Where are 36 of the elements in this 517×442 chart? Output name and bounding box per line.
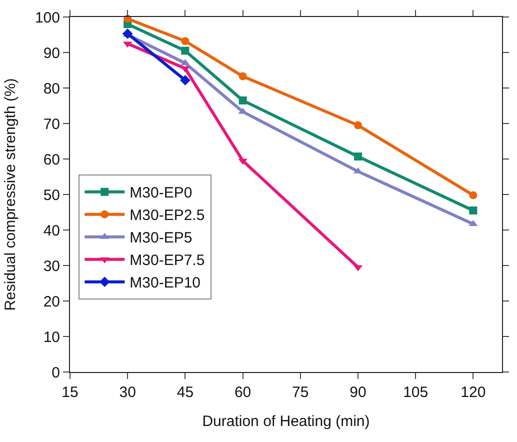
- y-tick-label: 20: [43, 293, 60, 310]
- x-tick-label: 75: [292, 384, 309, 401]
- x-tick-label: 30: [119, 384, 136, 401]
- y-axis-title: Residual compressive strength (%): [2, 78, 20, 311]
- y-tick-label: 30: [43, 258, 60, 275]
- y-tick-label: 80: [43, 80, 60, 98]
- point: [469, 206, 478, 214]
- y-tick-label: 60: [43, 151, 60, 168]
- y-tick-label: 10: [43, 328, 60, 346]
- legend-label: M30-EP7.5: [130, 252, 205, 270]
- y-tick-label: 0: [52, 364, 60, 382]
- y-tick-label: 100: [34, 9, 60, 26]
- x-tick-label: 15: [62, 384, 78, 401]
- point: [238, 96, 247, 104]
- point: [181, 46, 190, 55]
- legend-label: M30-EP5: [130, 230, 192, 247]
- point: [180, 74, 190, 86]
- legend-label: M30-EP10: [130, 274, 201, 292]
- y-tick-label: 50: [43, 186, 60, 204]
- point: [238, 72, 247, 80]
- y-tick-label: 90: [43, 44, 60, 62]
- legend-label: M30-EP0: [130, 184, 192, 202]
- x-tick-label: 90: [350, 384, 366, 401]
- y-tick-label: 70: [43, 116, 60, 133]
- x-tick-label: 60: [234, 384, 252, 401]
- legend-label: M30-EP2.5: [130, 207, 205, 224]
- y-tick-label: 40: [43, 222, 60, 240]
- point: [181, 37, 190, 46]
- x-tick-label: 120: [460, 384, 486, 401]
- point: [469, 191, 478, 200]
- x-tick-label: 45: [176, 384, 194, 401]
- x-tick-label: 105: [403, 384, 428, 401]
- point: [354, 121, 362, 130]
- x-axis-title: Duration of Heating (min): [202, 413, 370, 430]
- point: [354, 152, 362, 161]
- point: [122, 28, 133, 39]
